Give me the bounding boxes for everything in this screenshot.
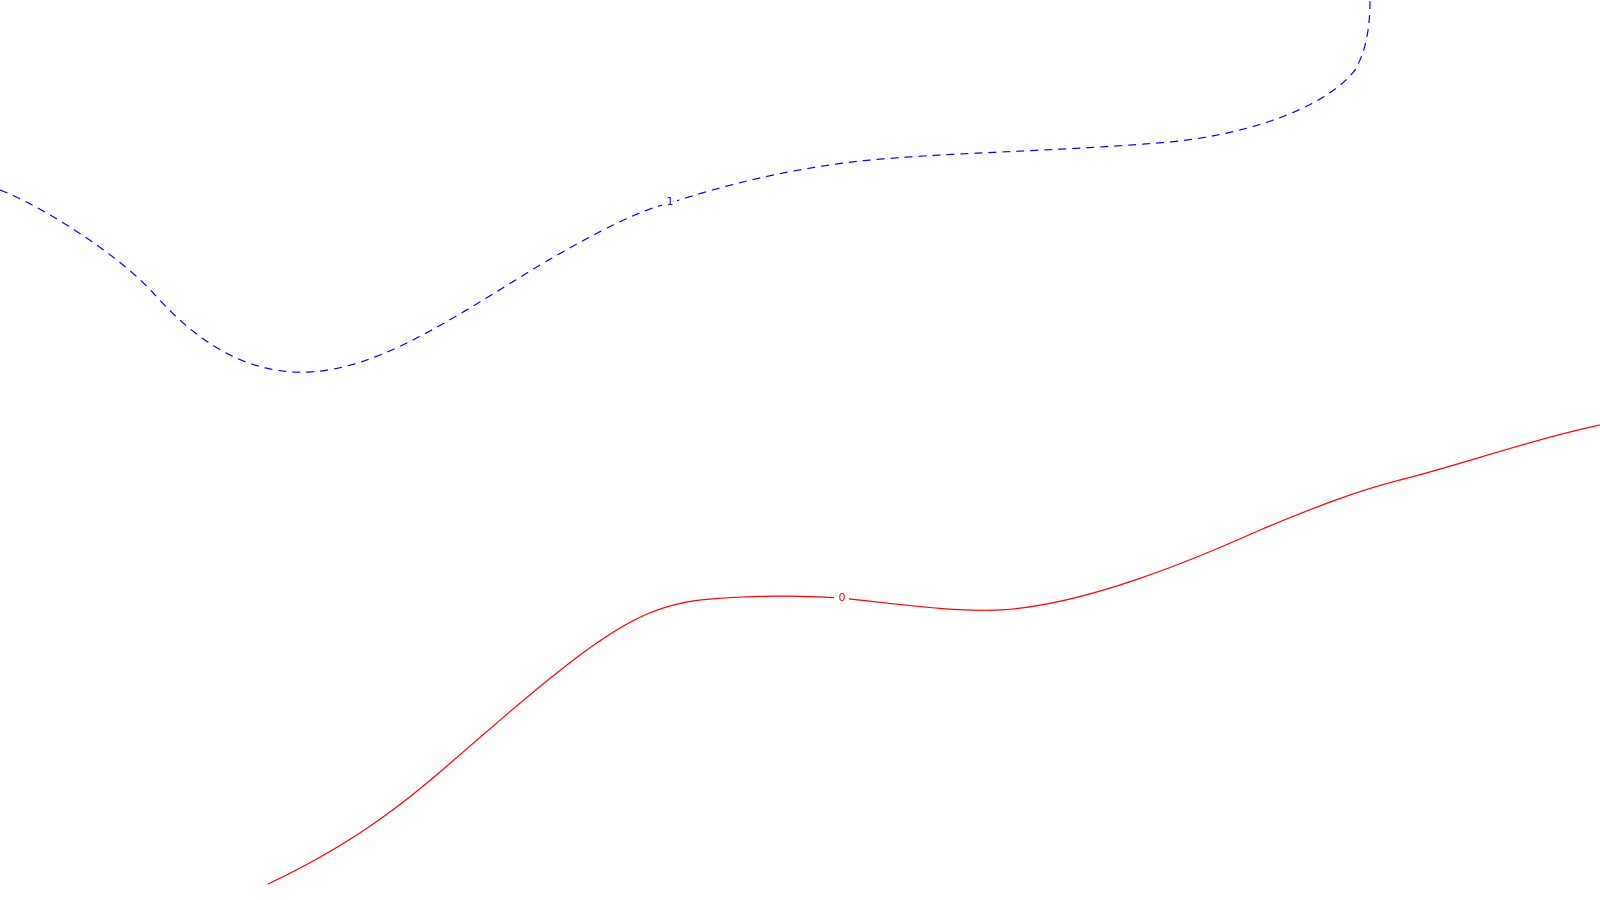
contour-label-0-bg <box>834 591 849 604</box>
contour-label-0: 0 <box>839 591 846 604</box>
contour-label-1-bg <box>662 195 677 208</box>
contour-line-1 <box>0 0 1371 373</box>
contour-label-1: 1 <box>667 195 674 208</box>
contour-line-0 <box>267 424 1600 885</box>
